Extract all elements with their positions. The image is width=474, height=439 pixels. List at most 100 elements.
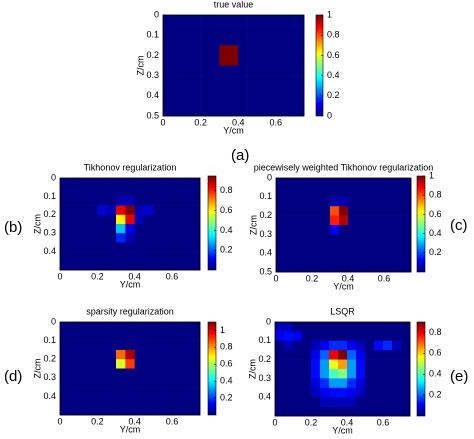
cell [257,35,267,46]
chart-title: true value [214,0,254,9]
cell [311,387,321,398]
cell [366,253,376,263]
cell [228,25,239,36]
cell [78,331,89,341]
cell [191,15,201,26]
cell [302,340,312,351]
cell [228,55,239,66]
cell [125,178,135,188]
cell [257,55,267,66]
cell [330,196,340,207]
cell [238,25,248,36]
cell [125,260,135,271]
cell [339,196,349,207]
cell [321,178,331,188]
y-tick-label: 0 [51,316,56,326]
cell [69,405,79,416]
cell [116,187,126,197]
cell [191,25,201,36]
cell [134,359,145,369]
cell [312,243,322,254]
cell [125,359,135,369]
cell [97,260,107,271]
cell [294,253,304,263]
cell [134,349,145,360]
cell [401,378,411,389]
cell [228,85,239,97]
cell [69,187,79,197]
cell [257,45,267,56]
cell [357,196,367,207]
cell [293,340,303,351]
x-tick-label: 0.4 [128,271,141,281]
cell [106,224,117,234]
y-tick-label: 0.5 [146,110,159,120]
cell [162,387,173,397]
cell [181,214,191,225]
cell [134,368,145,379]
cell [275,85,286,97]
y-axis-label: Z/cm [32,214,42,234]
cell [275,359,285,370]
cell [60,340,70,351]
cell [320,331,330,342]
colorbar [416,321,426,417]
cell [357,262,367,273]
cell [303,225,313,235]
cell [162,260,173,271]
cell [357,187,367,198]
cell [116,349,126,360]
cell [402,187,412,198]
y-axis-label: Z/cm [135,56,145,76]
cell [172,359,182,369]
cell [247,15,258,26]
cell [402,243,412,254]
panel-label: (b) [4,219,22,236]
cell [97,242,107,252]
cell [69,368,79,379]
cell [116,224,126,234]
cell [153,396,163,406]
cell [88,359,98,369]
cell [356,331,366,342]
cell [172,405,182,416]
cell [190,377,201,388]
cell [293,369,303,379]
cell [78,251,89,262]
cell [172,55,183,66]
colorbar-tick-label: 0.6 [220,205,233,215]
colorbar-tick-label: 0.2 [429,247,442,257]
cell [375,215,385,226]
cell [393,253,403,263]
cell [172,251,182,262]
cell [60,377,70,388]
cell [401,331,411,342]
cell [106,196,117,206]
cell [320,340,330,351]
cell [69,260,79,271]
cell [393,262,403,273]
cell [88,340,98,351]
cell [144,340,154,351]
cell [125,242,135,252]
cell [106,349,117,360]
cell [294,234,304,245]
cell [257,95,267,107]
cell [384,225,394,235]
cell [60,322,70,332]
cell [320,369,330,379]
cell [190,242,201,252]
colorbar-tick-label: 0.6 [429,348,442,358]
cell [339,178,349,188]
cell [125,322,135,332]
cell [329,322,339,332]
cell [162,196,173,206]
cell [311,406,321,417]
cell [181,251,191,262]
cell [311,350,321,360]
cell [190,322,201,332]
cell [294,25,305,36]
cell [116,340,126,351]
cell [190,196,201,206]
